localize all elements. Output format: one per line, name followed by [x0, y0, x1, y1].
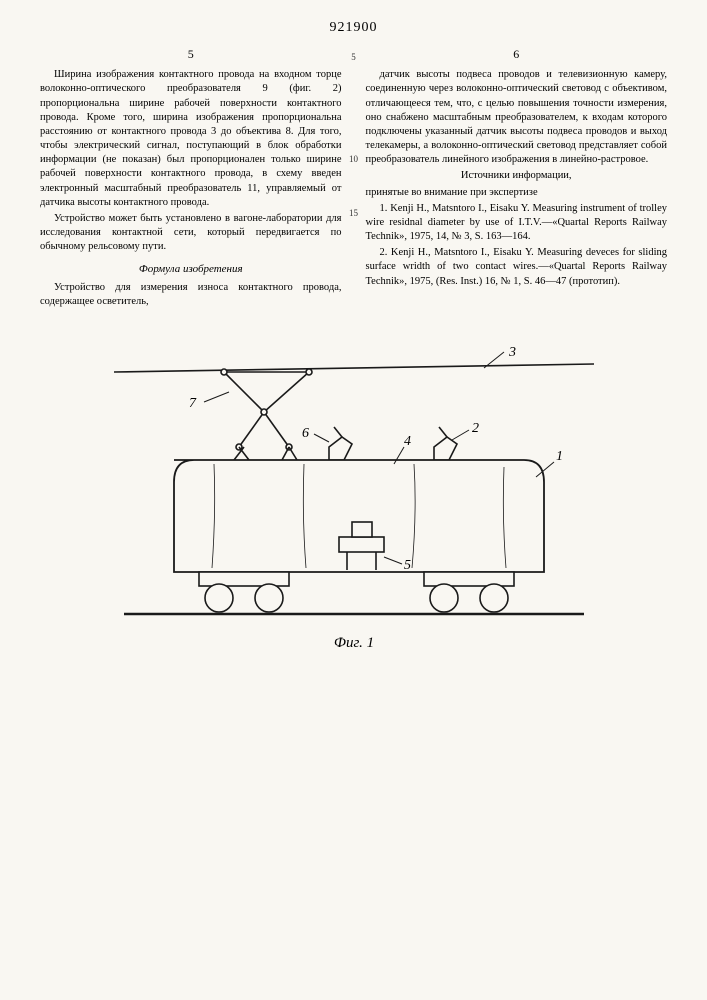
sources-title: Источники информации,: [366, 169, 668, 183]
formula-title: Формула изобретения: [40, 262, 342, 277]
line-marker-15: 15: [349, 208, 358, 218]
bogies: [199, 572, 514, 612]
figure-1: 3 7: [40, 342, 667, 662]
label-6: 6: [302, 426, 309, 441]
line-marker-10: 10: [349, 154, 358, 164]
text-columns: 5 Ширина изображения контактного провода…: [40, 46, 667, 312]
label-5: 5: [404, 558, 411, 573]
figure-caption: Фиг. 1: [333, 635, 373, 651]
wagon-body: [174, 460, 544, 572]
label-7: 7: [189, 396, 197, 411]
col-number-left: 5: [40, 46, 342, 62]
label-4: 4: [404, 434, 411, 449]
line-marker-5: 5: [351, 52, 356, 62]
sources-sub: принятые во внимание при экспертизе: [366, 186, 668, 200]
right-column: 6 датчик высоты подвеса проводов и телев…: [366, 46, 668, 312]
col-number-right: 6: [366, 46, 668, 62]
left-p2: Устройство может быть установлено в ваго…: [40, 212, 342, 255]
roof-device-6: [329, 427, 352, 460]
pantograph: [221, 342, 312, 460]
label-1: 1: [556, 449, 563, 464]
left-column: 5 Ширина изображения контактного провода…: [40, 46, 342, 312]
reference-1: 1. Kenji H., Matsntoro I., Eisaku Y. Mea…: [366, 202, 668, 245]
patent-number: 921900: [40, 20, 667, 36]
left-p1: Ширина изображения контактного провода н…: [40, 68, 342, 210]
patent-page: 921900 5 10 15 5 Ширина изображения конт…: [0, 0, 707, 1000]
roof-device-2: [434, 427, 457, 460]
overhead-wire: [114, 364, 594, 372]
figure-svg: 3 7: [104, 342, 604, 662]
label-3: 3: [508, 345, 516, 360]
reference-2: 2. Kenji H., Matsntoro I., Eisaku Y. Mea…: [366, 246, 668, 289]
right-p1: датчик высоты подвеса проводов и телевиз…: [366, 68, 668, 167]
label-2: 2: [472, 421, 479, 436]
left-p3: Устройство для измерения износа контактн…: [40, 281, 342, 309]
